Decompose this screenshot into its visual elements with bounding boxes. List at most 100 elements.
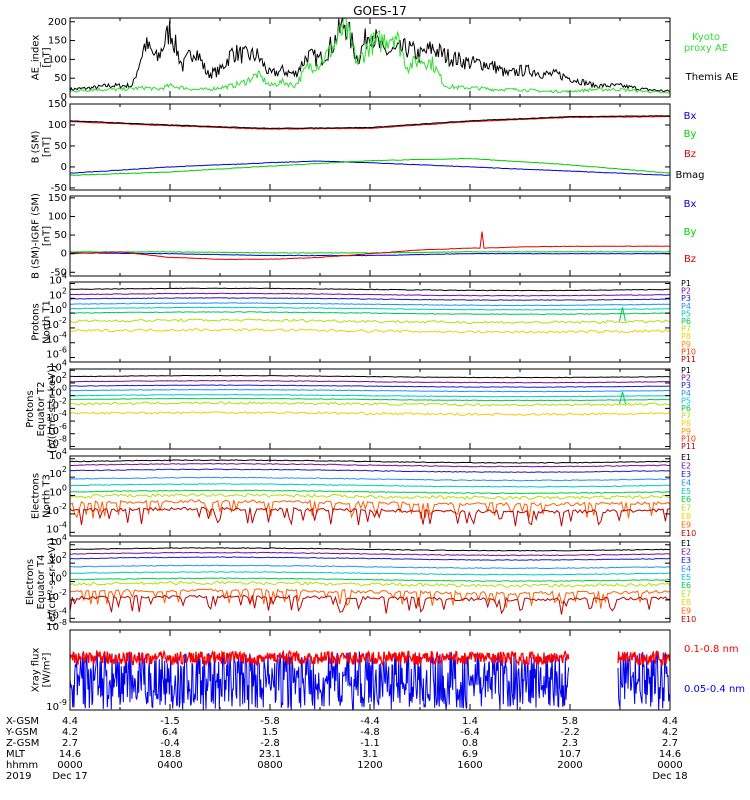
b_minus_igrf-series-bx (70, 252, 670, 257)
orbit-cell: Dec 17 (52, 771, 87, 782)
electrons_t3-ytick-label: 104 (49, 447, 67, 462)
orbit-cell: 10.7 (559, 749, 581, 760)
electrons_t3-channel-e2 (70, 462, 670, 468)
electrons_t4-channel-e5 (70, 571, 670, 576)
electrons_t4-ylabel: [e/(cm²-s-sr-keV)] (47, 538, 58, 626)
b_sm-series-bz (70, 115, 670, 130)
electrons_t4-ytick-label: 100 (49, 570, 67, 585)
panel-b_minus_igrf: 150 100 50 0 -50 B (SM)-IGRF (SM) [nT] Bx By Bz (31, 193, 697, 279)
xray_flux-ytick-label: 10-8 (46, 618, 67, 633)
protons_t1-channel-p1 (70, 287, 670, 292)
electrons_t4-channel-e1 (70, 547, 670, 552)
b_minus_igrf-legend: Bx By Bz (684, 199, 697, 265)
channel-label-e8: E8 (681, 512, 691, 521)
protons_t1-ylabel: Protons (31, 303, 42, 340)
xray_flux-ylabel: Xray flux (31, 648, 42, 693)
legend-label: proxy AE (684, 43, 728, 54)
protons_t2-channel-p2 (70, 379, 670, 384)
orbit-cell: -4.4 (360, 716, 380, 727)
orbit-cell: 2000 (557, 760, 582, 771)
orbit-cell: 1.5 (262, 727, 278, 738)
orbit-cell: -5.8 (260, 716, 280, 727)
orbit-cell: 2.7 (62, 738, 78, 749)
orbit-cell: 2.7 (662, 738, 678, 749)
orbit-cell: 18.8 (159, 749, 181, 760)
b_sm-plot-area (70, 115, 670, 176)
channel-label-p2: P2 (681, 287, 691, 296)
orbit-cell: -2.2 (560, 727, 580, 738)
protons_t1-spike (619, 307, 626, 322)
orbit-row-label: hhmm (6, 760, 38, 771)
legend-label: By (684, 227, 697, 238)
protons_t2-frame (69, 368, 671, 450)
protons_t2-ytick-label: 10-2 (46, 396, 67, 411)
protons_t1-ylabel: North T1 (42, 300, 53, 344)
protons_t2-ytick-label: 100 (49, 384, 67, 399)
b_minus_igrf-series-by (70, 251, 670, 254)
orbit-row-label: MLT (6, 749, 26, 760)
orbit-cell: 3.1 (362, 749, 378, 760)
plot-title: GOES-17 (353, 4, 407, 18)
channel-label-e10: E10 (681, 529, 696, 538)
protons_t1-ytick-label: 100 (49, 301, 67, 316)
channel-label-e3: E3 (681, 470, 691, 479)
ae_index-series-themis-ae (70, 18, 670, 93)
xray_flux-ytick-label: 10-9 (46, 698, 67, 713)
b_minus_igrf-ylabel: B (SM)-IGRF (SM) (31, 193, 42, 279)
electrons_t4-plot-area (70, 547, 670, 615)
channel-label-e2: E2 (681, 461, 691, 470)
xray_flux-plot-area (70, 649, 670, 710)
xray_flux-ylabel: [W/m²] (42, 652, 53, 687)
b_sm-series-bx (70, 160, 670, 176)
electrons_t3-channel-e7 (70, 493, 670, 500)
channel-label-e7: E7 (681, 590, 691, 599)
protons_t1-channel-p4 (70, 302, 670, 307)
channel-label-e3: E3 (681, 556, 691, 565)
channel-label-p7: P7 (681, 325, 691, 334)
channel-label-p8: P8 (681, 419, 691, 428)
b_minus_igrf-series-bz (70, 231, 670, 261)
protons_t2-channel-p4 (70, 388, 670, 393)
orbit-row-label: 2019 (6, 771, 31, 782)
b_sm-ytick-label: 0 (61, 162, 67, 173)
electrons_t4-ylabel: Equator T4 (36, 555, 47, 610)
channel-label-p6: P6 (681, 317, 691, 326)
electrons_t3-plot-area (70, 459, 670, 527)
b_sm-ytick-label: 50 (54, 141, 67, 152)
orbit-cell: -6.4 (460, 727, 480, 738)
orbit-cell: 23.1 (259, 749, 281, 760)
ae_index-frame (69, 17, 671, 98)
orbit-row-label: Y-GSM (5, 727, 38, 738)
protons_t1-frame (69, 281, 671, 363)
channel-label-p5: P5 (681, 309, 691, 318)
electrons_t4-channel-e3 (70, 556, 670, 561)
ae_index-ylabel: AE_index (31, 35, 42, 81)
channel-label-p8: P8 (681, 332, 691, 341)
protons_t2-channel-p3 (70, 384, 670, 388)
channel-label-e9: E9 (681, 521, 691, 530)
electrons_t3-channel-e3 (70, 468, 670, 473)
channel-label-e4: E4 (681, 478, 691, 487)
b_sm-ytick-label: -50 (51, 183, 67, 194)
electrons_t4-channel-e9 (70, 588, 670, 609)
orbit-row-label: Z-GSM (6, 738, 39, 749)
b_minus_igrf-ytick-label: 0 (61, 249, 67, 260)
xray-legend: 0.1-0.8 nm 0.05-0.4 nm (684, 644, 745, 695)
orbit-cell: Dec 18 (652, 771, 687, 782)
channel-label-p4: P4 (681, 302, 691, 311)
b_minus_igrf-ytick-label: 150 (48, 193, 67, 204)
electrons_t3-ylabel: North T3 (42, 474, 53, 518)
protons_t2-ytick-label: 104 (49, 358, 67, 373)
b_minus_igrf-ytick-label: 50 (54, 230, 67, 241)
xray_flux-frame (69, 629, 671, 711)
electrons_t4-ytick-label: 10-4 (46, 606, 67, 621)
orbit-cell: -0.4 (160, 738, 180, 749)
orbit-cell: 0000 (57, 760, 82, 771)
electrons_t3-channel-e10 (70, 506, 670, 527)
